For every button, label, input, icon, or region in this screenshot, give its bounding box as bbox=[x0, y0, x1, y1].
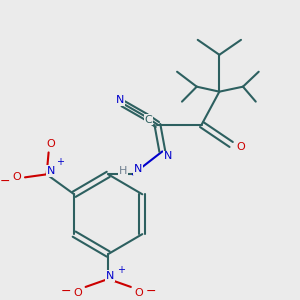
Text: O: O bbox=[74, 288, 82, 298]
Text: N: N bbox=[164, 152, 172, 161]
Text: N: N bbox=[106, 271, 114, 281]
Text: −: − bbox=[145, 285, 156, 298]
Text: N: N bbox=[47, 167, 56, 176]
Text: O: O bbox=[46, 140, 55, 149]
Text: −: − bbox=[61, 285, 71, 298]
Text: H: H bbox=[119, 167, 127, 176]
Text: O: O bbox=[13, 172, 22, 182]
Text: +: + bbox=[56, 158, 64, 167]
Text: C: C bbox=[145, 115, 152, 124]
Text: O: O bbox=[237, 142, 245, 152]
Text: −: − bbox=[0, 175, 11, 188]
Text: O: O bbox=[134, 288, 143, 298]
Text: N: N bbox=[116, 94, 124, 105]
Text: N: N bbox=[134, 164, 142, 174]
Text: +: + bbox=[117, 265, 125, 275]
